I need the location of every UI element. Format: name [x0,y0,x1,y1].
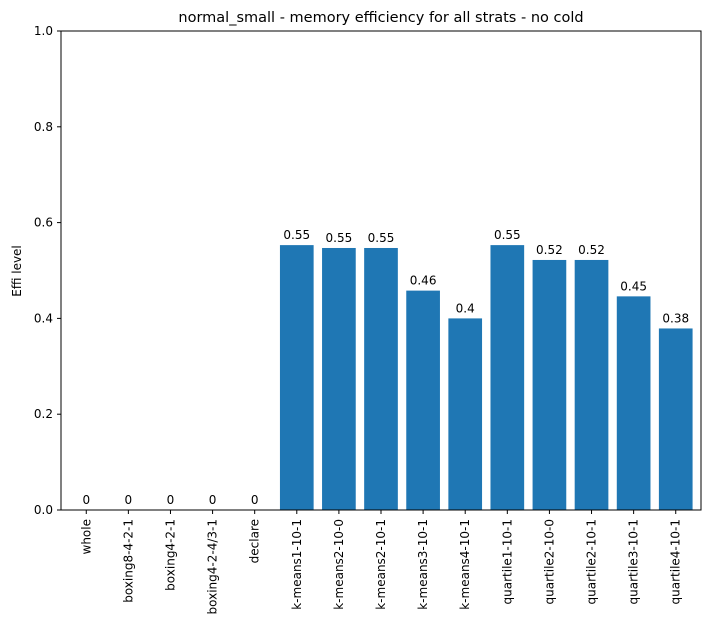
x-tick-label: k-means2-10-0 [332,519,346,610]
bar [490,245,525,510]
y-axis-label: Effi level [10,245,24,297]
x-tick-label: quartile1-10-1 [500,519,514,604]
bar-value-label: 0 [251,493,259,507]
bar-value-label: 0.55 [368,231,395,245]
bar-value-label: 0.55 [326,231,353,245]
y-axis: 0.0 0.2 0.4 0.6 0.8 1.0 [34,24,61,517]
x-tick-label: k-means1-10-1 [290,519,304,610]
y-tick-label: 0.0 [34,503,53,517]
bar [448,318,483,510]
x-axis: whole boxing8-4-2-1 boxing4-2-1 boxing4-2-4… [79,510,683,614]
bar-value-label: 0.46 [410,274,437,288]
bar [574,259,609,510]
x-tick-label: boxing8-4-2-1 [121,519,135,603]
bar [364,247,398,510]
x-tick-label: k-means3-10-1 [416,519,430,610]
chart-title: normal_small - memory efficiency for all… [178,10,583,26]
x-tick-label: quartile4-10-1 [669,519,683,604]
y-tick-label: 1.0 [34,24,53,38]
bar-value-label: 0 [167,493,175,507]
bar-value-label: 0.45 [620,279,647,293]
x-tick-label: quartile2-10-0 [542,519,556,604]
bar [322,247,356,510]
y-tick-label: 0.2 [34,407,53,421]
x-tick-label: boxing4-2-1 [163,519,177,591]
x-tick-label: quartile3-10-1 [627,519,641,604]
bar [616,296,651,510]
y-tick-label: 0.4 [34,311,53,325]
bar-value-label: 0.55 [494,228,521,242]
bars-group [279,245,693,510]
bar-value-label: 0 [82,493,90,507]
x-tick-label: quartile2-10-1 [585,519,599,604]
x-tick-label: whole [79,519,93,554]
bar [279,245,314,510]
bar-value-label: 0.55 [283,228,310,242]
bar-value-label: 0.52 [536,243,563,257]
data-labels-group: 0 0 0 0 0 0.55 0.55 0.55 0.46 0.4 0.55 0.52 0.52 0.45… [82,228,689,507]
y-tick-label: 0.8 [34,120,53,134]
x-tick-label: k-means4-10-1 [458,519,472,610]
bar-value-label: 0.38 [662,311,689,325]
bar-value-label: 0.52 [578,243,605,257]
bar-value-label: 0 [209,493,217,507]
bar-value-label: 0 [125,493,133,507]
x-tick-label: declare [248,519,262,563]
plot-frame [60,30,702,511]
x-tick-label: boxing4-2-4/3-1 [206,519,220,614]
x-tick-label: k-means2-10-1 [374,519,388,610]
bar [532,259,567,510]
bar-value-label: 0.4 [456,301,475,315]
bar [658,328,693,510]
y-tick-label: 0.6 [34,216,53,230]
bar [406,290,440,510]
